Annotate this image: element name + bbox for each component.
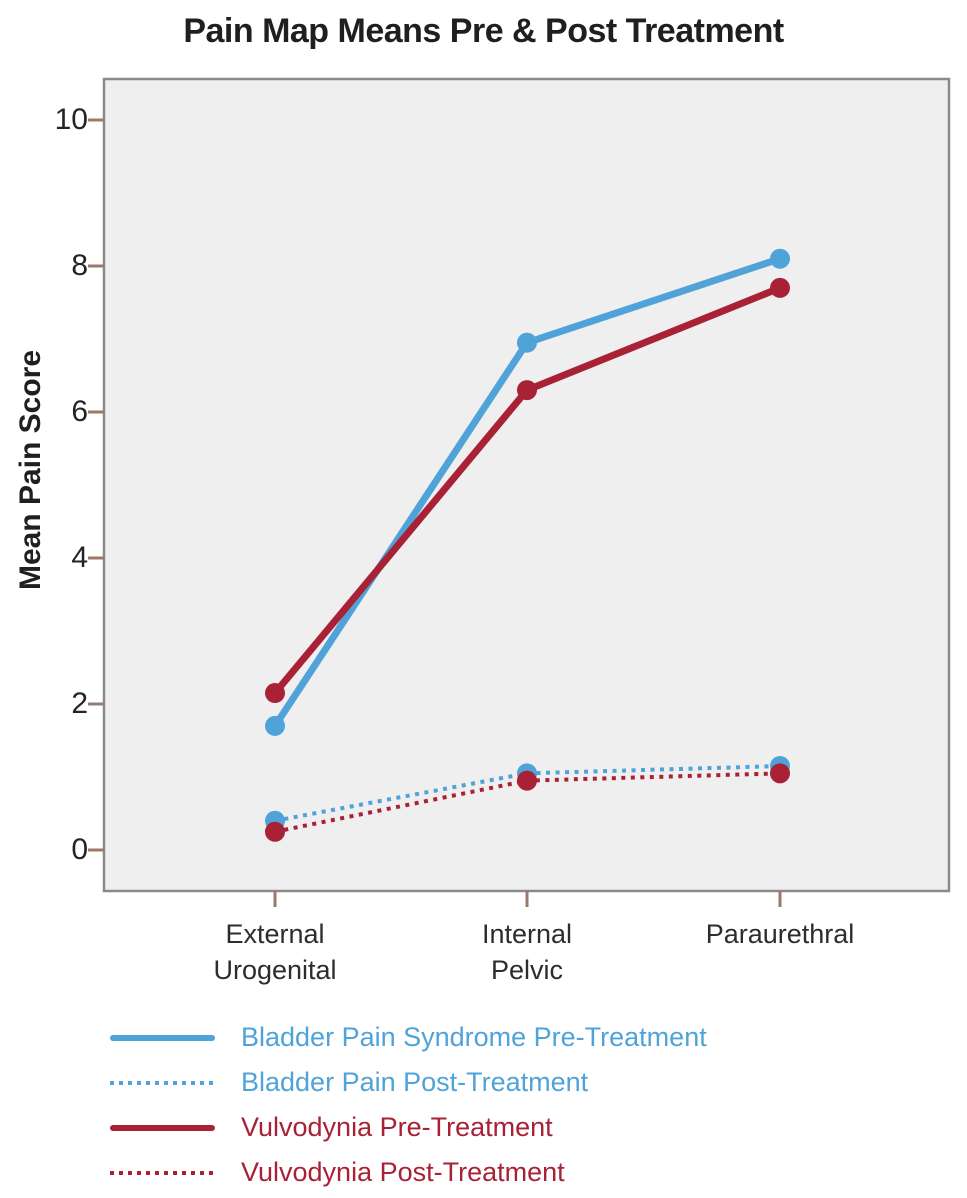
legend-label: Bladder Pain Syndrome Pre-Treatment [241, 1022, 707, 1052]
legend-row: Bladder Pain Post-Treatment [110, 1060, 810, 1105]
legend-label: Vulvodynia Pre-Treatment [241, 1112, 553, 1142]
y-tick-label: 10 [54, 103, 88, 136]
x-category-label: Paraurethral [705, 919, 855, 949]
legend-line-swatch [110, 1034, 215, 1041]
data-point-marker [517, 770, 537, 791]
legend-line-swatch [110, 1124, 215, 1131]
data-point-marker [265, 683, 285, 704]
data-point-marker [517, 332, 537, 353]
legend-row: Bladder Pain Syndrome Pre-Treatment [110, 1015, 810, 1060]
data-point-marker [770, 763, 790, 784]
y-tick-label: 4 [71, 541, 88, 574]
plot-panel [102, 77, 951, 893]
legend-row: Vulvodynia Post-Treatment [110, 1150, 810, 1195]
y-tick-label: 2 [71, 687, 88, 720]
chart-legend: Bladder Pain Syndrome Pre-Treatment Bladd… [110, 1015, 810, 1195]
legend-row: Vulvodynia Pre-Treatment [110, 1105, 810, 1150]
data-point-marker [770, 277, 790, 298]
data-point-marker [265, 821, 285, 842]
legend-label: Vulvodynia Post-Treatment [241, 1157, 565, 1187]
legend-line-swatch [110, 1170, 215, 1175]
data-point-marker [265, 715, 285, 736]
x-category-label: External Urogenital [213, 919, 337, 985]
legend-label: Bladder Pain Post-Treatment [241, 1067, 589, 1097]
data-point-marker [770, 248, 790, 269]
y-tick-label: 8 [71, 249, 88, 282]
chart-title: Pain Map Means Pre & Post Treatment [183, 12, 784, 50]
data-point-marker [517, 380, 537, 401]
legend-line-swatch [110, 1080, 215, 1085]
x-category-label: Internal Pelvic [481, 919, 573, 985]
y-tick-label: 0 [71, 833, 88, 866]
y-tick-label: 6 [71, 395, 88, 428]
